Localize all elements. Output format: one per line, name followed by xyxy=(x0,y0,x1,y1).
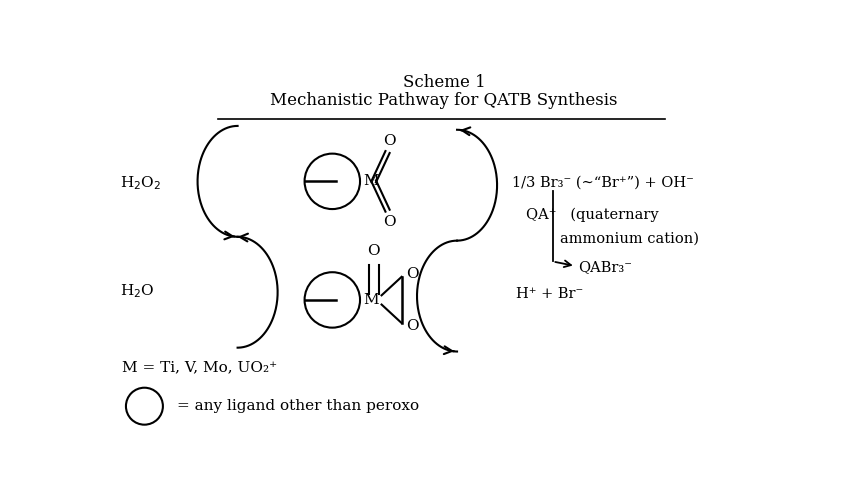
Text: O: O xyxy=(382,134,395,148)
Text: ammonium cation): ammonium cation) xyxy=(560,231,699,246)
Text: H$_2$O$_2$: H$_2$O$_2$ xyxy=(120,174,160,192)
Text: O: O xyxy=(406,267,419,281)
Text: O: O xyxy=(368,245,381,258)
Text: = any ligand other than peroxo: = any ligand other than peroxo xyxy=(177,399,419,413)
Text: Scheme 1: Scheme 1 xyxy=(402,74,486,90)
Text: H⁺ + Br⁻: H⁺ + Br⁻ xyxy=(517,287,583,301)
Text: O: O xyxy=(382,215,395,228)
Text: O: O xyxy=(406,319,419,333)
Text: H$_2$O: H$_2$O xyxy=(120,282,154,300)
Text: Mechanistic Pathway for QATB Synthesis: Mechanistic Pathway for QATB Synthesis xyxy=(271,92,617,109)
Text: M: M xyxy=(363,293,379,307)
Text: M: M xyxy=(363,174,379,189)
Text: 1/3 Br₃⁻ (∼“Br⁺”) + OH⁻: 1/3 Br₃⁻ (∼“Br⁺”) + OH⁻ xyxy=(512,176,694,190)
Text: M = Ti, V, Mo, UO₂⁺: M = Ti, V, Mo, UO₂⁺ xyxy=(122,361,277,375)
Text: QA⁺   (quaternary: QA⁺ (quaternary xyxy=(526,208,659,222)
Text: QABr₃⁻: QABr₃⁻ xyxy=(578,261,632,274)
